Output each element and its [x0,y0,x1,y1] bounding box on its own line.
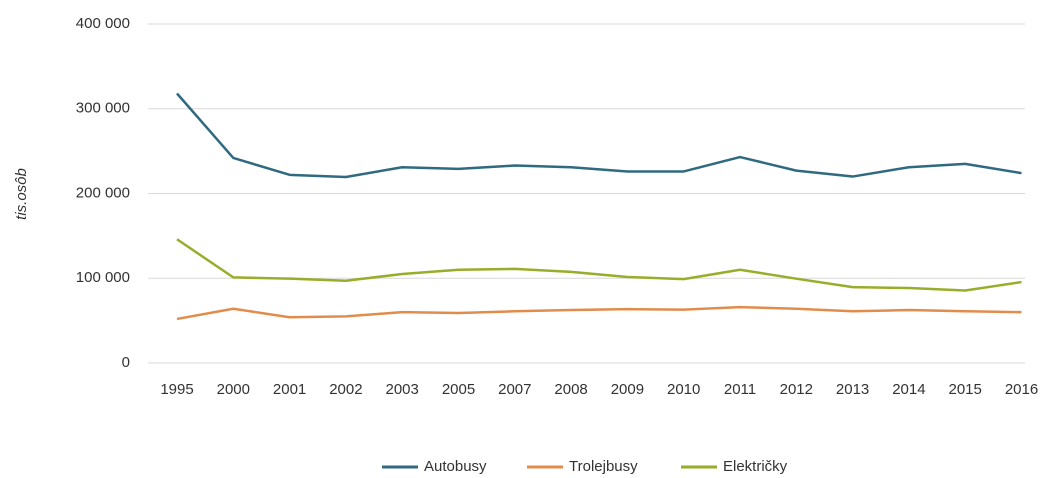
x-tick-label: 2016 [1005,381,1038,398]
y-tick-label: 100 000 [76,269,130,286]
x-tick-label: 2015 [949,381,982,398]
x-tick-label: 2002 [329,381,362,398]
legend-label: Autobusy [424,458,487,475]
y-axis-label: tis.osôb [13,168,30,220]
series-line [176,305,1022,321]
x-tick-label: 2003 [386,381,419,398]
legend-label: Električky [723,458,788,475]
x-tick-label: 2013 [836,381,869,398]
y-tick-label: 0 [122,354,130,371]
y-tick-label: 300 000 [76,100,130,117]
x-tick-label: 2001 [273,381,306,398]
x-tick-label: 2008 [554,381,587,398]
x-tick-label: 2011 [724,381,756,398]
x-tick-label: 2009 [611,381,644,398]
x-tick-label: 2012 [780,381,813,398]
x-tick-label: 2010 [667,381,700,398]
y-tick-label: 200 000 [76,184,130,201]
x-tick-label: 1995 [160,381,193,398]
legend-label: Trolejbusy [569,458,638,475]
y-tick-label: 400 000 [76,15,130,32]
x-tick-label: 2014 [892,381,925,398]
x-tick-label: 2000 [217,381,250,398]
series-line [176,92,1022,179]
series-line [176,238,1022,292]
x-tick-label: 2005 [442,381,475,398]
x-tick-label: 2007 [498,381,531,398]
